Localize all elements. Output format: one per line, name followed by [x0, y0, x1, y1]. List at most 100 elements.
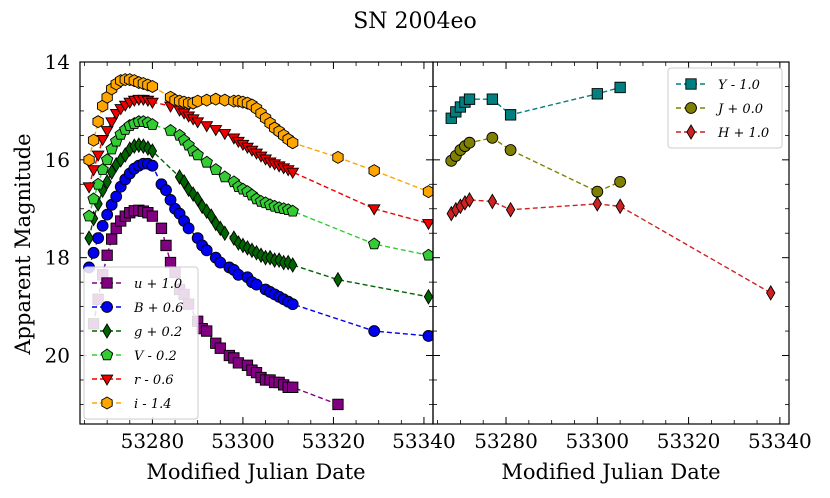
- legend-label: i - 1.4: [134, 397, 172, 412]
- legend-marker: [101, 301, 113, 313]
- data-point: [110, 190, 123, 203]
- x-tick-label: 53320: [302, 429, 366, 453]
- data-point: [179, 173, 189, 190]
- data-point: [504, 144, 517, 156]
- x-tick-label: 53280: [121, 429, 185, 453]
- legend-label: H + 1.0: [717, 126, 769, 141]
- x-tick-label: 53340: [748, 429, 812, 453]
- series-r-0-6: [82, 94, 433, 231]
- data-point: [766, 284, 776, 301]
- y-tick-label: 16: [45, 148, 70, 172]
- data-point: [92, 232, 105, 245]
- y-tick-label: 14: [45, 50, 70, 74]
- data-point: [286, 204, 299, 217]
- data-point: [83, 153, 95, 167]
- data-point: [87, 246, 100, 259]
- left-x-axis-label: Modified Julian Date: [146, 460, 365, 484]
- data-point: [614, 175, 627, 188]
- legend-label: r - 0.6: [134, 373, 174, 388]
- y-tick-label: 18: [45, 246, 70, 270]
- x-tick-label: 53300: [211, 429, 275, 453]
- data-point: [96, 134, 110, 147]
- data-point: [91, 177, 105, 190]
- data-point: [591, 88, 603, 100]
- data-point: [182, 222, 195, 235]
- data-point: [250, 278, 263, 291]
- series-line: [450, 199, 772, 294]
- data-point: [100, 153, 114, 166]
- data-point: [463, 136, 476, 149]
- legend-label: Y - 1.0: [718, 78, 760, 93]
- data-point: [146, 159, 159, 172]
- data-point: [92, 115, 104, 129]
- data-point: [87, 133, 100, 147]
- data-point: [286, 298, 299, 311]
- data-point: [191, 117, 205, 129]
- data-point: [201, 325, 213, 337]
- legend-marker: [101, 396, 113, 410]
- series-line: [450, 137, 621, 193]
- data-point: [368, 164, 380, 178]
- data-point: [87, 165, 101, 177]
- legend-marker: [100, 374, 114, 386]
- data-point: [146, 118, 159, 130]
- data-point: [96, 219, 109, 232]
- data-point: [106, 233, 118, 245]
- series-y-1-0: [445, 81, 626, 124]
- y-axis-label: Apparent Magnitude: [11, 133, 35, 355]
- data-point: [209, 163, 222, 175]
- data-point: [487, 193, 498, 210]
- left-ticks: 53280 53300 53320 53340 14 16 18 20: [45, 50, 456, 453]
- data-point: [192, 191, 203, 207]
- data-point: [422, 330, 433, 342]
- legend-marker: [100, 348, 114, 361]
- right-ticks: 53280 53300 53320 53340: [433, 61, 812, 453]
- data-point: [96, 163, 109, 175]
- data-point: [147, 143, 158, 159]
- data-point: [155, 222, 168, 234]
- data-point: [332, 150, 344, 164]
- data-point: [143, 140, 153, 156]
- left-panel: Modified Julian Date 53280 53300 53320 5334…: [45, 50, 456, 484]
- data-point: [421, 219, 433, 231]
- right-plot-area: [445, 81, 776, 301]
- data-point: [464, 192, 475, 208]
- data-point: [218, 129, 232, 141]
- data-point: [504, 109, 517, 121]
- data-point: [287, 136, 299, 150]
- legend-label: u + 1.0: [134, 277, 182, 292]
- data-point: [422, 185, 433, 199]
- data-point: [209, 125, 223, 137]
- data-point: [146, 210, 159, 222]
- right-x-axis-label: Modified Julian Date: [501, 460, 720, 484]
- data-point: [202, 203, 212, 220]
- data-point: [505, 201, 516, 218]
- data-point: [191, 148, 204, 161]
- data-point: [367, 204, 381, 216]
- series-g-0-2: [84, 137, 433, 305]
- data-point: [288, 257, 298, 273]
- data-point: [101, 208, 114, 221]
- data-point: [200, 155, 213, 168]
- data-point: [486, 131, 499, 144]
- data-point: [82, 209, 96, 222]
- data-point: [200, 244, 213, 257]
- data-point: [200, 121, 214, 133]
- legend-marker: [101, 277, 113, 289]
- data-point: [614, 81, 626, 94]
- data-point: [106, 164, 117, 180]
- x-tick-label: 53280: [474, 429, 538, 453]
- series-i-1-4: [83, 73, 433, 199]
- series-v-0-2: [82, 115, 433, 261]
- data-point: [286, 167, 300, 179]
- data-point: [87, 192, 100, 205]
- data-point: [332, 398, 344, 411]
- data-point: [367, 237, 381, 250]
- data-point: [218, 170, 232, 183]
- data-point: [591, 185, 604, 198]
- left-legend: u + 1.0 B + 0.6 g + 0.2 V - 0.2 r - 0.6 i - 1…: [83, 266, 199, 420]
- x-tick-label: 53320: [657, 429, 721, 453]
- data-point: [615, 198, 625, 215]
- data-point: [486, 93, 498, 105]
